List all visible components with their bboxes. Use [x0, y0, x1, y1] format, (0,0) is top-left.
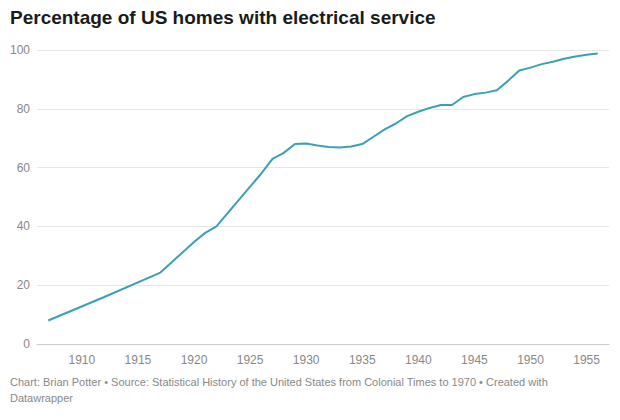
svg-text:1915: 1915 [125, 353, 152, 367]
svg-text:1950: 1950 [517, 353, 544, 367]
svg-text:1940: 1940 [405, 353, 432, 367]
svg-text:100: 100 [10, 43, 30, 57]
svg-text:80: 80 [17, 102, 31, 116]
svg-text:0: 0 [23, 337, 30, 351]
svg-text:Chart: Brian Potter • Source:: Chart: Brian Potter • Source: Statistica… [10, 376, 551, 388]
svg-text:Datawrapper: Datawrapper [10, 392, 73, 404]
svg-text:1955: 1955 [573, 353, 600, 367]
svg-text:1925: 1925 [237, 353, 264, 367]
svg-text:1930: 1930 [293, 353, 320, 367]
svg-text:20: 20 [17, 278, 31, 292]
svg-text:1935: 1935 [349, 353, 376, 367]
svg-text:40: 40 [17, 219, 31, 233]
svg-text:1920: 1920 [181, 353, 208, 367]
svg-text:1910: 1910 [69, 353, 96, 367]
svg-text:1945: 1945 [461, 353, 488, 367]
svg-text:Percentage of US homes with el: Percentage of US homes with electrical s… [10, 7, 436, 28]
svg-text:60: 60 [17, 161, 31, 175]
